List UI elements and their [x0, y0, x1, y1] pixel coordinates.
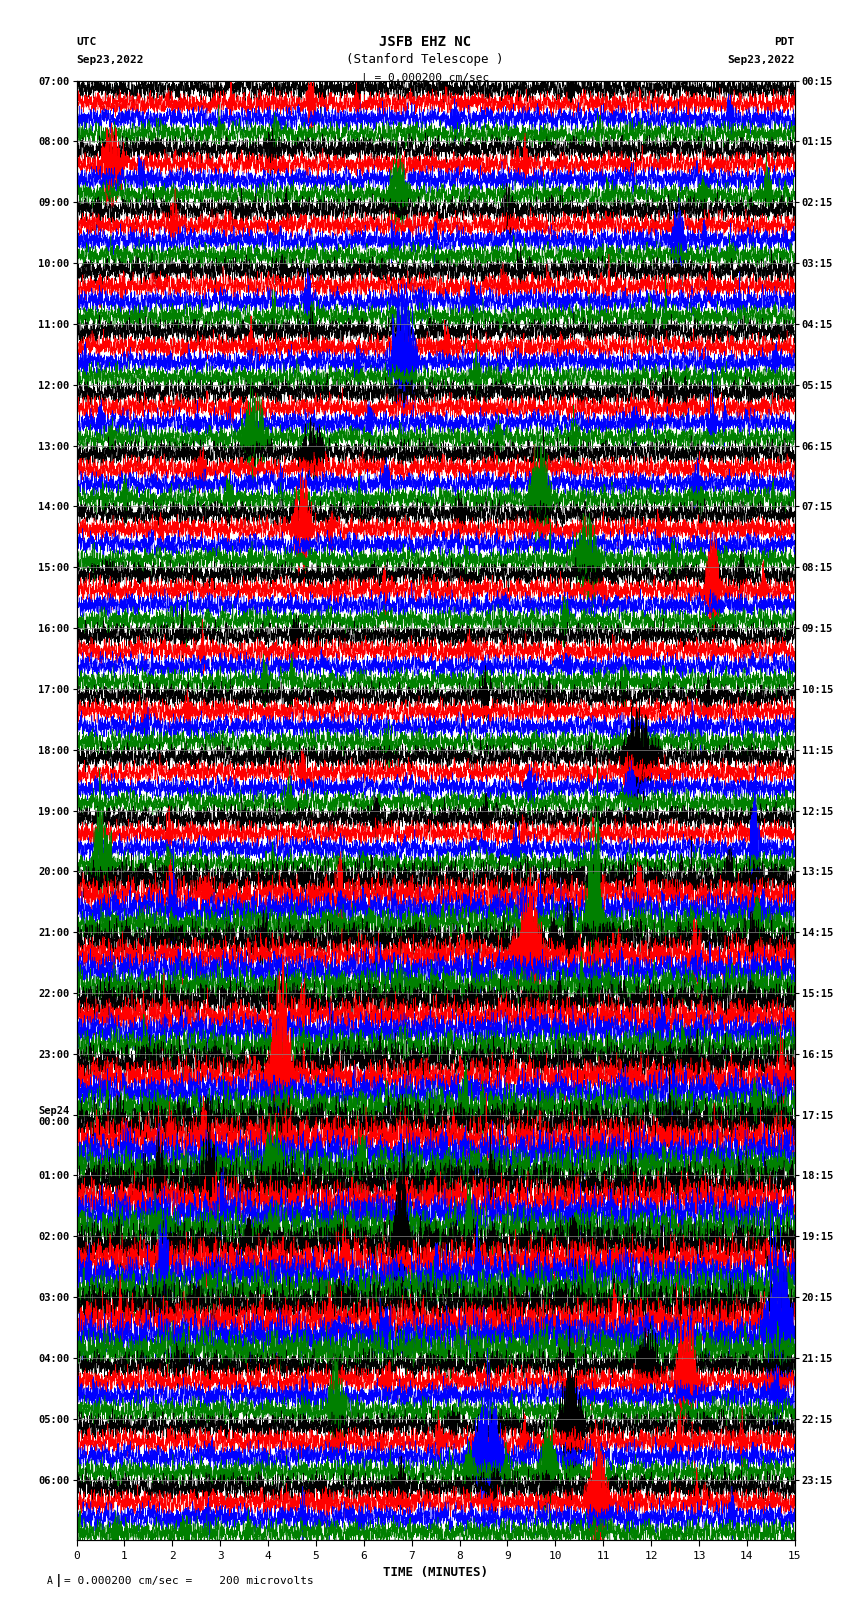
Text: | = 0.000200 cm/sec: | = 0.000200 cm/sec: [361, 73, 489, 82]
Text: UTC: UTC: [76, 37, 97, 47]
X-axis label: TIME (MINUTES): TIME (MINUTES): [383, 1566, 488, 1579]
Text: Sep23,2022: Sep23,2022: [76, 55, 144, 65]
Text: JSFB EHZ NC: JSFB EHZ NC: [379, 35, 471, 48]
Text: |: |: [55, 1574, 63, 1587]
Text: Sep23,2022: Sep23,2022: [728, 55, 795, 65]
Text: PDT: PDT: [774, 37, 795, 47]
Text: = 0.000200 cm/sec =    200 microvolts: = 0.000200 cm/sec = 200 microvolts: [64, 1576, 314, 1586]
Text: (Stanford Telescope ): (Stanford Telescope ): [346, 53, 504, 66]
Text: A: A: [47, 1576, 53, 1586]
